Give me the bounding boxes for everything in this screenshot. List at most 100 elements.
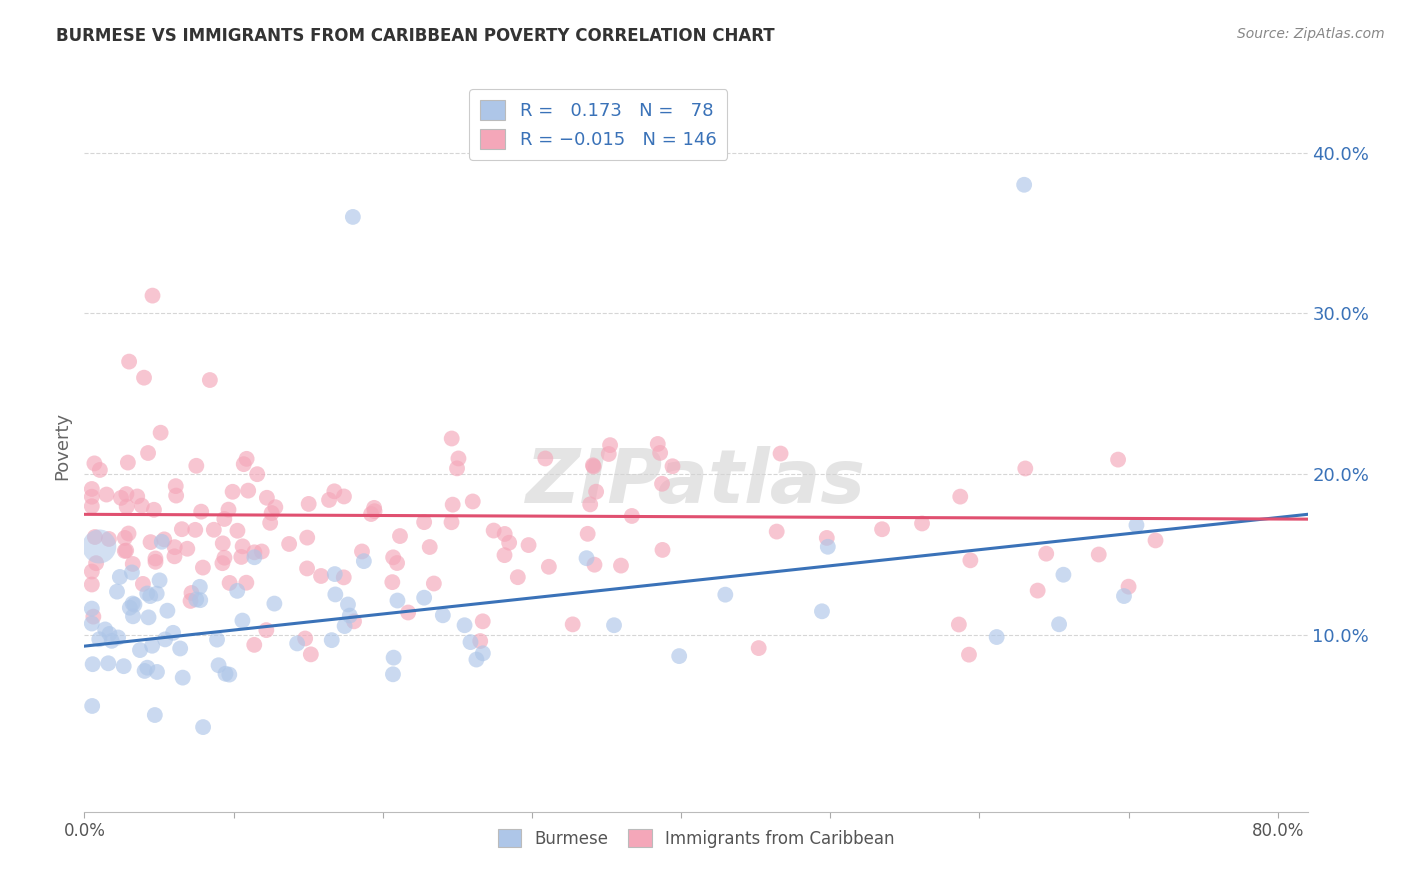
Point [350, 544, 373, 558]
Point [132, 577, 155, 591]
Point [494, 548, 516, 562]
Point [138, 610, 160, 624]
Point [112, 659, 135, 673]
Point [89, 632, 111, 647]
Point [150, 534, 173, 549]
Point [80, 500, 103, 514]
Point [143, 502, 166, 516]
Point [243, 550, 266, 565]
Point [226, 524, 249, 538]
Point [207, 658, 229, 673]
Point [321, 633, 343, 648]
Point [180, 594, 202, 608]
Point [388, 529, 411, 543]
Point [110, 491, 132, 505]
Point [1112, 589, 1135, 603]
Point [115, 487, 138, 501]
Point [498, 535, 520, 549]
Point [184, 523, 207, 537]
Point [117, 526, 139, 541]
Point [186, 592, 208, 607]
Point [165, 479, 187, 493]
Point [259, 516, 281, 530]
Point [136, 661, 159, 675]
Point [124, 598, 146, 612]
Point [218, 667, 240, 681]
Point [127, 490, 149, 504]
Point [186, 458, 208, 473]
Point [211, 536, 233, 550]
Point [153, 632, 176, 647]
Point [1144, 533, 1167, 548]
Point [146, 665, 169, 679]
Point [575, 551, 598, 566]
Point [585, 484, 607, 499]
Point [191, 560, 214, 574]
Point [610, 558, 633, 573]
Point [1012, 178, 1035, 192]
Point [243, 638, 266, 652]
Point [100, 633, 122, 648]
Point [141, 639, 163, 653]
Point [190, 505, 212, 519]
Point [714, 588, 737, 602]
Point [598, 447, 620, 461]
Point [333, 619, 356, 633]
Point [582, 459, 605, 474]
Point [811, 604, 834, 618]
Point [382, 550, 405, 565]
Point [202, 523, 225, 537]
Point [332, 570, 354, 584]
Point [131, 499, 153, 513]
Point [651, 476, 673, 491]
Point [949, 490, 972, 504]
Point [494, 527, 516, 541]
Point [80, 616, 103, 631]
Point [232, 457, 254, 471]
Point [162, 625, 184, 640]
Point [165, 489, 187, 503]
Point [1107, 452, 1129, 467]
Point [599, 438, 621, 452]
Point [214, 550, 236, 565]
Point [260, 506, 283, 520]
Point [534, 451, 557, 466]
Point [1035, 547, 1057, 561]
Point [517, 538, 540, 552]
Point [582, 458, 605, 473]
Point [650, 446, 672, 460]
Point [959, 553, 981, 567]
Point [661, 459, 683, 474]
Point [441, 498, 464, 512]
Point [363, 504, 385, 518]
Point [295, 561, 318, 575]
Point [211, 556, 233, 570]
Point [453, 618, 475, 632]
Point [129, 643, 152, 657]
Point [118, 600, 141, 615]
Point [136, 586, 159, 600]
Point [432, 608, 454, 623]
Point [134, 664, 156, 678]
Text: ZIPatlas: ZIPatlas [526, 446, 866, 519]
Point [360, 507, 382, 521]
Point [254, 623, 277, 637]
Point [238, 483, 260, 498]
Point [765, 524, 787, 539]
Point [153, 533, 176, 547]
Point [214, 512, 236, 526]
Point [471, 646, 494, 660]
Point [96, 487, 118, 501]
Point [141, 288, 163, 302]
Point [339, 608, 361, 623]
Point [446, 461, 468, 475]
Point [423, 576, 446, 591]
Point [235, 575, 257, 590]
Point [80, 577, 103, 591]
Point [80, 482, 103, 496]
Point [221, 484, 243, 499]
Point [396, 606, 419, 620]
Point [986, 630, 1008, 644]
Point [188, 580, 211, 594]
Point [218, 502, 240, 516]
